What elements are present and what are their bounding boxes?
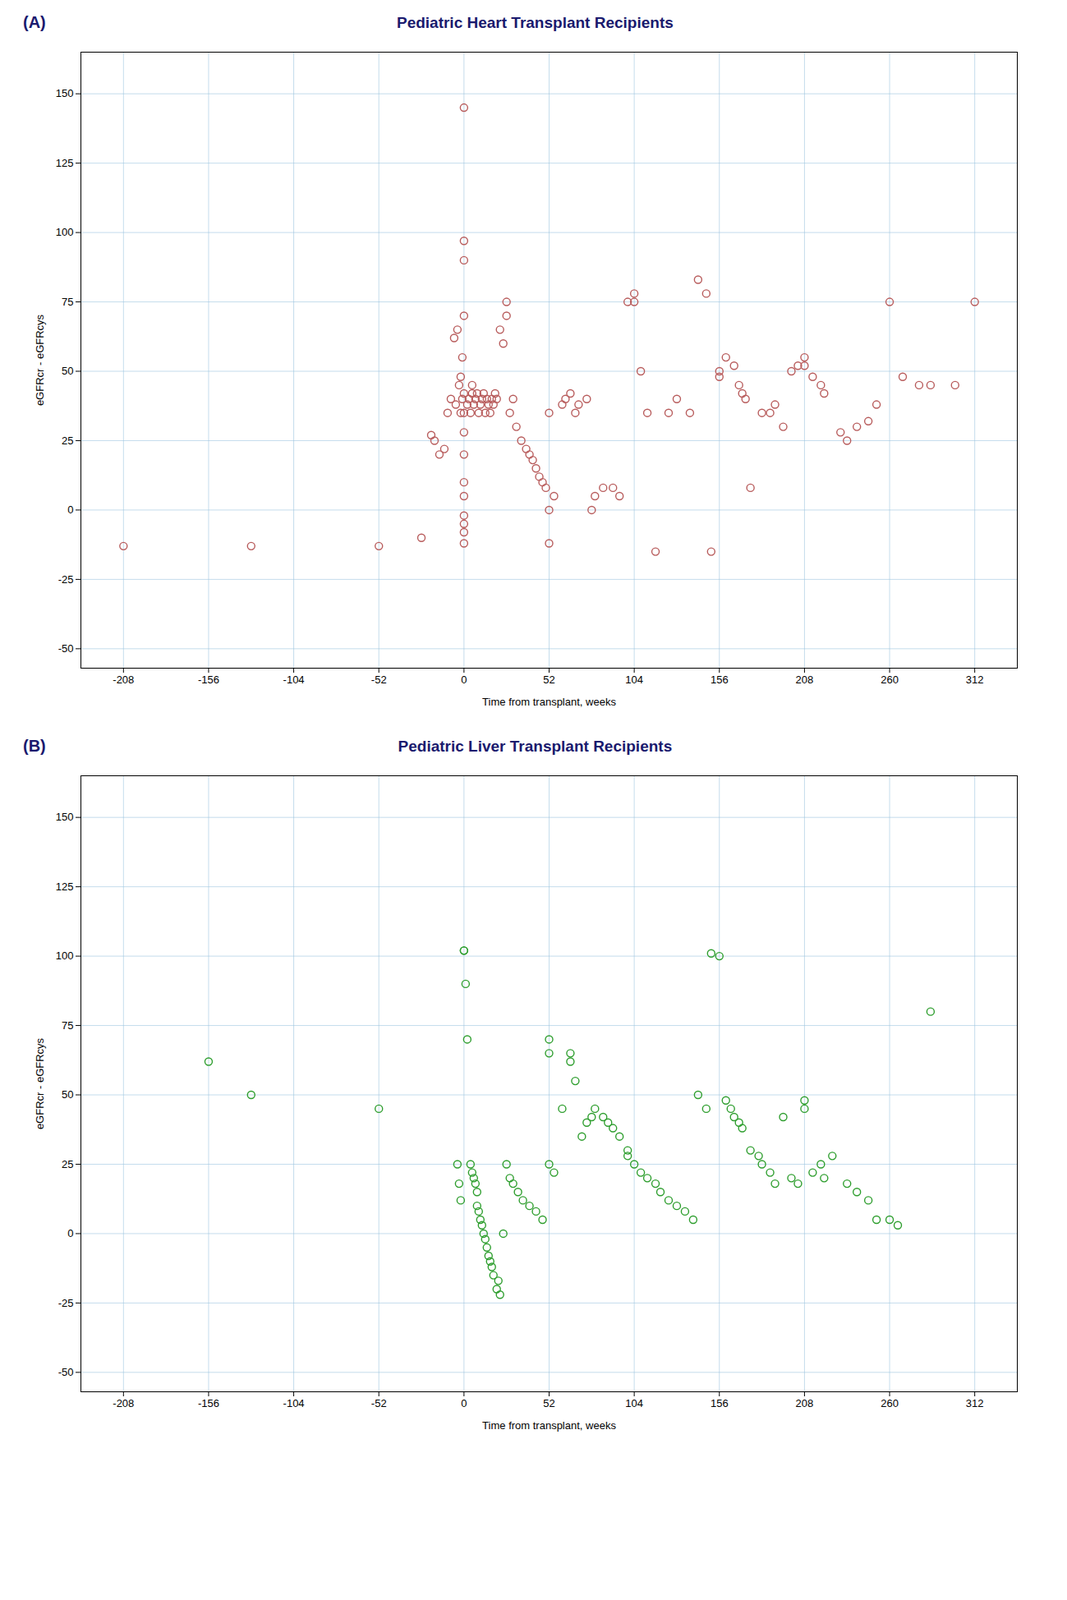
svg-text:104: 104 (625, 673, 644, 686)
svg-text:260: 260 (880, 1397, 899, 1410)
svg-text:312: 312 (965, 673, 985, 686)
html-text:Pediatric Liver Transplant Rec: Pediatric Liver Transplant Recipients (397, 737, 673, 755)
svg-text:125: 125 (55, 880, 74, 893)
svg-text:-156: -156 (197, 1397, 220, 1410)
svg-text:150: 150 (55, 87, 74, 100)
html-text:(B): (B) (22, 736, 46, 755)
svg-text:-50: -50 (58, 1365, 74, 1379)
svg-text:150: 150 (55, 810, 74, 824)
svg-text:-156: -156 (197, 673, 220, 686)
svg-text:100: 100 (55, 225, 74, 239)
svg-text:0: 0 (67, 1227, 74, 1240)
svg-text:25: 25 (61, 434, 74, 447)
svg-text:-52: -52 (371, 673, 387, 686)
html-text:Pediatric Heart Transplant Rec: Pediatric Heart Transplant Recipients (396, 13, 674, 32)
svg-text:-25: -25 (58, 1296, 74, 1310)
svg-text:75: 75 (61, 1019, 74, 1032)
svg-text:-208: -208 (112, 1397, 134, 1410)
svg-text:52: 52 (542, 1397, 555, 1410)
svg-text:208: 208 (795, 1397, 815, 1410)
svg-text:-52: -52 (371, 1397, 387, 1410)
svg-text:-208: -208 (112, 673, 134, 686)
svg-text:-25: -25 (58, 573, 74, 586)
svg-text:0: 0 (67, 503, 74, 516)
svg-text:Time from transplant, weeks: Time from transplant, weeks (482, 695, 617, 709)
svg-text:eGFRcr - eGFRcys: eGFRcr - eGFRcys (33, 1037, 46, 1130)
svg-text:75: 75 (61, 295, 74, 309)
svg-text:25: 25 (61, 1158, 74, 1171)
svg-text:eGFRcr - eGFRcys: eGFRcr - eGFRcys (33, 313, 46, 406)
svg-text:208: 208 (795, 673, 815, 686)
svg-text:125: 125 (55, 156, 74, 170)
svg-text:Time from transplant, weeks: Time from transplant, weeks (482, 1419, 617, 1432)
svg-text:260: 260 (880, 673, 899, 686)
svg-text:52: 52 (542, 673, 555, 686)
svg-text:0: 0 (460, 1397, 467, 1410)
svg-text:50: 50 (61, 1088, 74, 1101)
svg-text:104: 104 (625, 1397, 644, 1410)
svg-text:-104: -104 (283, 673, 305, 686)
svg-text:312: 312 (965, 1397, 985, 1410)
svg-text:-104: -104 (283, 1397, 305, 1410)
svg-text:0: 0 (460, 673, 467, 686)
svg-text:100: 100 (55, 949, 74, 962)
svg-text:156: 156 (710, 673, 729, 686)
html-text:(A): (A) (22, 13, 46, 32)
svg-text:50: 50 (61, 364, 74, 378)
svg-text:156: 156 (710, 1397, 729, 1410)
svg-text:-50: -50 (58, 642, 74, 655)
